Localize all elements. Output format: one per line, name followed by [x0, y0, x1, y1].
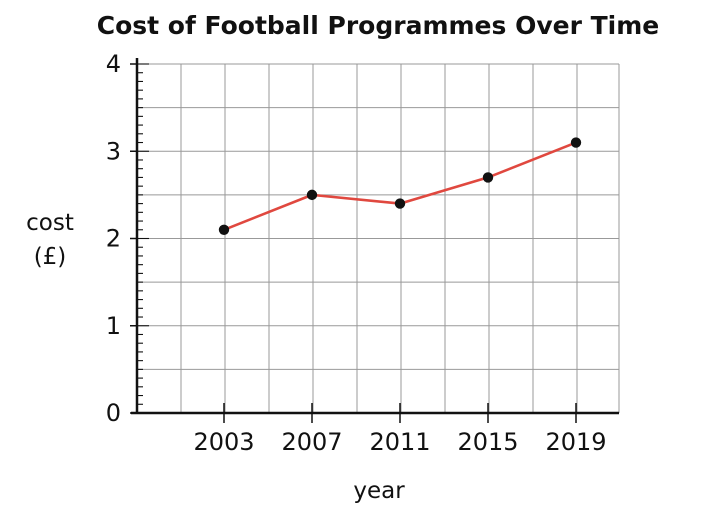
data-point-2019 — [570, 137, 582, 148]
data-point-2015 — [482, 172, 494, 183]
y-tick-label-0: 0 — [106, 399, 121, 427]
data-point-2003 — [218, 224, 230, 235]
data-point-2007 — [306, 189, 318, 201]
y-axis-label-line-2: (£) — [34, 244, 67, 270]
x-axis-label: year — [353, 478, 405, 504]
tick-labels: 0 1 2 3 4 2003 2007 2011 2015 2019 — [106, 50, 607, 456]
data-line — [222, 141, 578, 232]
y-tick-label-2: 2 — [106, 225, 121, 253]
grid — [137, 63, 620, 414]
x-tick-label-2011: 2011 — [369, 428, 430, 456]
y-tick-label-4: 4 — [106, 50, 121, 78]
y-tick-label-1: 1 — [106, 312, 121, 340]
axes — [131, 58, 619, 423]
x-tick-label-2007: 2007 — [281, 428, 342, 456]
x-tick-label-2015: 2015 — [457, 428, 518, 456]
chart-title: Cost of Football Programmes Over Time — [97, 11, 660, 40]
x-tick-label-2003: 2003 — [193, 428, 254, 456]
x-tick-label-2019: 2019 — [545, 428, 606, 456]
minor-ticks — [130, 63, 149, 414]
y-tick-label-3: 3 — [106, 137, 121, 165]
y-axis-label-line-1: cost — [26, 210, 74, 236]
series — [218, 137, 582, 235]
data-point-2011 — [394, 198, 406, 209]
